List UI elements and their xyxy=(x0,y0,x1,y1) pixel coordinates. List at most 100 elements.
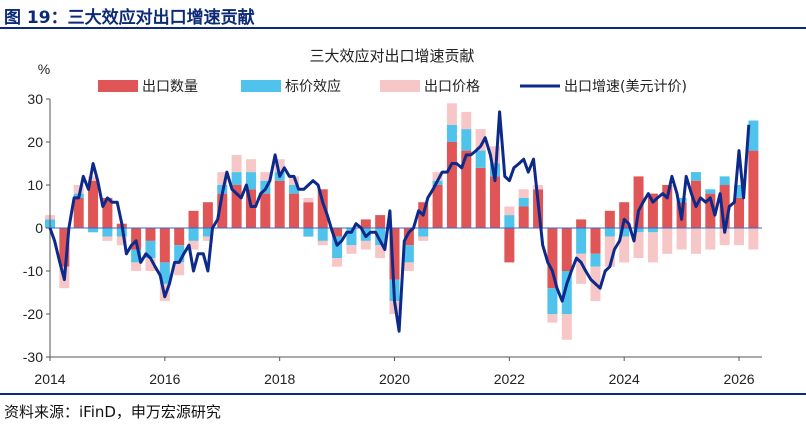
bar xyxy=(289,193,300,228)
y-tick-label: -20 xyxy=(23,306,43,322)
bar xyxy=(734,197,745,228)
bar xyxy=(748,228,759,250)
y-tick-label: -10 xyxy=(23,263,43,279)
bar xyxy=(59,228,70,267)
bar xyxy=(461,129,472,151)
bar xyxy=(432,185,443,228)
bar xyxy=(303,197,314,203)
bar xyxy=(619,202,630,228)
bar xyxy=(102,236,113,241)
bar xyxy=(475,167,486,228)
legend-swatch xyxy=(241,80,281,92)
legend-label: 出口价格 xyxy=(424,79,480,95)
bar xyxy=(346,245,357,254)
bar xyxy=(446,103,457,125)
y-tick-label: 20 xyxy=(27,134,43,150)
bar xyxy=(217,193,228,228)
bar xyxy=(159,262,170,284)
bar xyxy=(403,262,414,271)
bar xyxy=(533,185,544,190)
bar xyxy=(547,314,558,323)
bar xyxy=(145,258,156,271)
x-tick-label: 2020 xyxy=(379,371,410,387)
x-tick-label: 2026 xyxy=(723,371,754,387)
y-tick-label: 30 xyxy=(27,91,43,107)
bar xyxy=(403,228,414,246)
bar xyxy=(633,176,644,228)
bar xyxy=(332,258,343,267)
bar xyxy=(461,150,472,228)
bar xyxy=(188,210,199,228)
bar xyxy=(159,228,170,263)
bar xyxy=(475,129,486,151)
bar xyxy=(518,189,529,198)
figure-title: 图 19：三大效应对出口增速贡献 xyxy=(4,8,255,28)
bar xyxy=(576,253,587,284)
bar xyxy=(346,228,357,246)
bar xyxy=(231,185,242,228)
bar xyxy=(504,228,515,263)
bar xyxy=(260,193,271,228)
bar xyxy=(518,206,529,228)
bar xyxy=(705,189,716,194)
chart-title: 三大效应对出口增速贡献 xyxy=(309,47,474,65)
bar xyxy=(88,180,99,228)
bottom-rule xyxy=(0,393,806,395)
x-tick-label: 2018 xyxy=(264,371,295,387)
bar xyxy=(332,236,343,259)
bar xyxy=(518,197,529,207)
bar xyxy=(647,228,658,233)
bar xyxy=(317,189,328,228)
bar xyxy=(662,228,673,254)
bar xyxy=(719,176,730,185)
bar xyxy=(260,172,271,181)
bar xyxy=(446,124,457,142)
bar xyxy=(619,236,630,263)
bar xyxy=(619,228,630,237)
bar xyxy=(590,228,601,254)
bar xyxy=(245,172,256,190)
bar xyxy=(490,146,500,164)
bar xyxy=(676,197,687,203)
bar xyxy=(245,159,256,173)
bar xyxy=(188,228,199,241)
series-line xyxy=(48,110,751,333)
bar xyxy=(475,150,486,168)
bar xyxy=(676,228,687,250)
bar xyxy=(303,202,314,228)
legend-swatch xyxy=(380,80,420,92)
bar xyxy=(719,185,730,228)
y-tick-label: -30 xyxy=(23,349,43,365)
bar xyxy=(504,215,515,228)
bar xyxy=(332,228,343,237)
y-axis-unit: % xyxy=(38,61,50,77)
bar xyxy=(360,219,371,228)
bar xyxy=(561,314,572,340)
bar xyxy=(418,236,429,241)
legend-label: 出口增速(美元计价) xyxy=(564,79,687,95)
legend: 出口数量 标价效应 出口价格 出口增速(美元计价) xyxy=(98,78,687,95)
bar xyxy=(705,193,716,228)
bar xyxy=(360,240,371,250)
bar xyxy=(446,142,457,228)
bar xyxy=(202,202,213,228)
bar xyxy=(88,228,99,233)
bar xyxy=(647,193,658,228)
bar xyxy=(633,228,644,233)
bar xyxy=(719,228,730,246)
bar xyxy=(490,176,500,228)
bar xyxy=(590,253,601,267)
y-tick-label: 0 xyxy=(35,220,43,236)
bar xyxy=(231,154,242,173)
bar xyxy=(317,240,328,246)
axes: 30 20 10 0 -10 -20 -30 2014 2016 2018 2020 2022 2024… xyxy=(23,91,762,387)
bar xyxy=(245,189,256,228)
bar xyxy=(375,228,386,246)
source-note: 资料来源：iFinD，申万宏源研究 xyxy=(4,403,221,421)
bar xyxy=(145,228,156,241)
bar xyxy=(274,159,285,173)
bar xyxy=(662,185,673,228)
bar xyxy=(604,236,615,267)
x-tick-label: 2024 xyxy=(609,371,640,387)
bar xyxy=(504,206,515,216)
